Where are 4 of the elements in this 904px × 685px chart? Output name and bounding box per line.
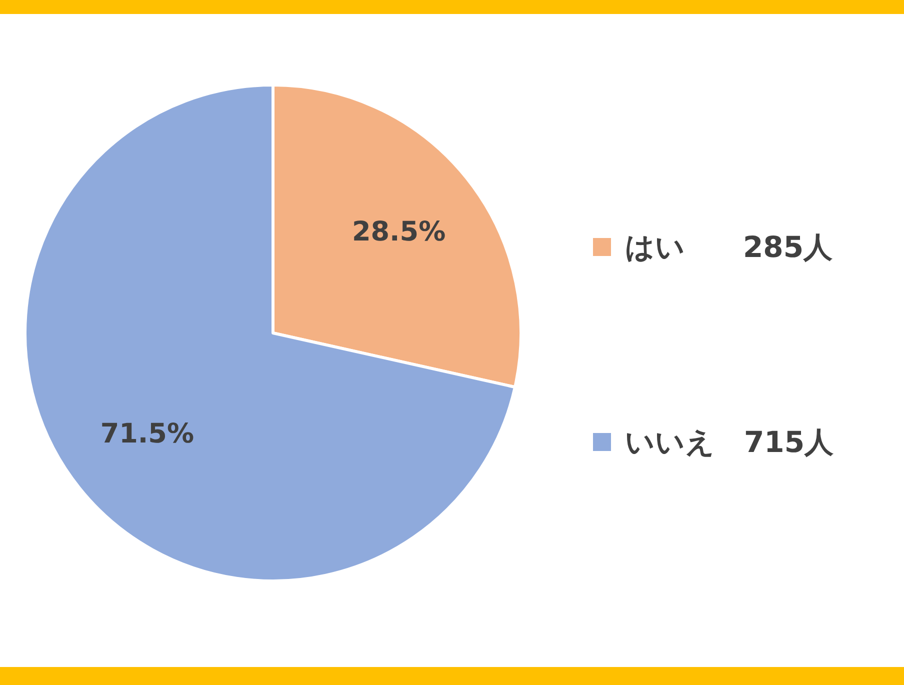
data-label: 71.5% <box>100 418 194 450</box>
legend-label: はい 285人 <box>625 230 834 264</box>
data-label: 28.5% <box>352 216 446 248</box>
legend-label: いいえ 715人 <box>625 425 835 459</box>
